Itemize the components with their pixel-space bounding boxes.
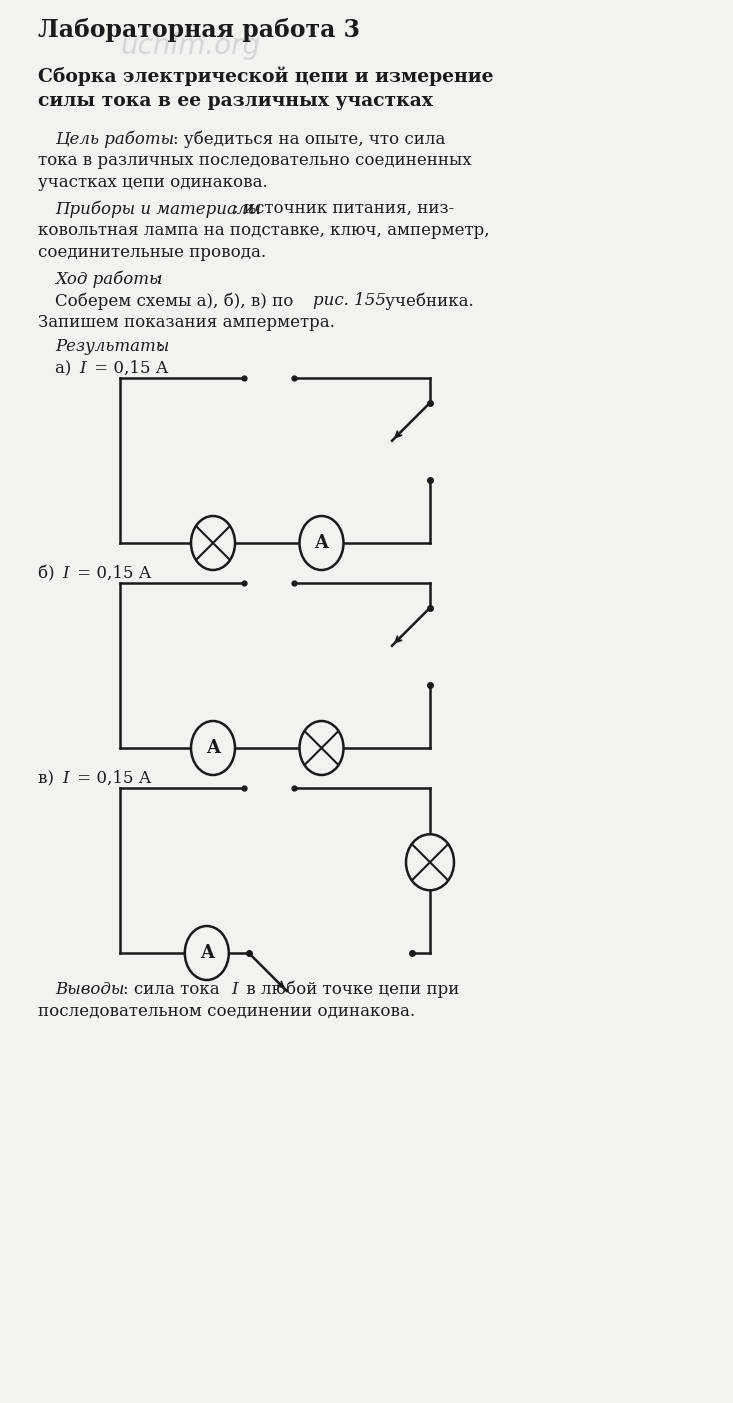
- Text: Приборы и материалы: Приборы и материалы: [55, 201, 261, 217]
- Text: :: :: [155, 269, 161, 288]
- Text: I: I: [79, 361, 86, 377]
- Ellipse shape: [191, 721, 235, 774]
- Text: Лабораторная работа 3: Лабораторная работа 3: [38, 18, 360, 42]
- Text: в любой точке цепи при: в любой точке цепи при: [241, 981, 460, 999]
- Ellipse shape: [300, 516, 344, 570]
- Text: учебника.: учебника.: [380, 292, 474, 310]
- Text: а): а): [55, 361, 77, 377]
- Ellipse shape: [185, 926, 229, 981]
- Text: силы тока в ее различных участках: силы тока в ее различных участках: [38, 93, 433, 109]
- Text: Запишем показания амперметра.: Запишем показания амперметра.: [38, 314, 335, 331]
- Text: Ход работы: Ход работы: [55, 269, 163, 288]
- Ellipse shape: [406, 835, 454, 891]
- Text: б): б): [38, 565, 60, 582]
- Text: ковольтная лампа на подставке, ключ, амперметр,: ковольтная лампа на подставке, ключ, амп…: [38, 222, 490, 239]
- Text: : сила тока: : сила тока: [123, 981, 225, 998]
- Text: Соберем схемы а), б), в) по: Соберем схемы а), б), в) по: [55, 292, 298, 310]
- Text: A: A: [314, 535, 328, 551]
- Text: I: I: [231, 981, 237, 998]
- Text: тока в различных последовательно соединенных: тока в различных последовательно соедине…: [38, 152, 471, 168]
- Text: uchim.org: uchim.org: [120, 32, 260, 60]
- Text: соединительные провода.: соединительные провода.: [38, 244, 266, 261]
- Text: в): в): [38, 770, 59, 787]
- Text: I: I: [62, 565, 69, 582]
- Text: = 0,15 А: = 0,15 А: [89, 361, 169, 377]
- Text: A: A: [200, 944, 214, 962]
- Text: Выводы: Выводы: [55, 981, 125, 998]
- Text: Сборка электрической цепи и измерение: Сборка электрической цепи и измерение: [38, 66, 493, 86]
- Text: = 0,15 А: = 0,15 А: [72, 565, 152, 582]
- Text: Цель работы: Цель работы: [55, 130, 174, 147]
- Text: :: :: [157, 338, 163, 355]
- Text: I: I: [62, 770, 69, 787]
- Text: Результаты: Результаты: [55, 338, 169, 355]
- Text: последовательном соединении одинакова.: последовательном соединении одинакова.: [38, 1003, 415, 1020]
- Text: участках цепи одинакова.: участках цепи одинакова.: [38, 174, 268, 191]
- Text: рис. 155: рис. 155: [313, 292, 386, 309]
- Text: : убедиться на опыте, что сила: : убедиться на опыте, что сила: [173, 130, 446, 147]
- Text: : источник питания, низ-: : источник питания, низ-: [233, 201, 454, 217]
- Text: = 0,15 А: = 0,15 А: [72, 770, 152, 787]
- Ellipse shape: [300, 721, 344, 774]
- Ellipse shape: [191, 516, 235, 570]
- Text: A: A: [206, 739, 220, 758]
